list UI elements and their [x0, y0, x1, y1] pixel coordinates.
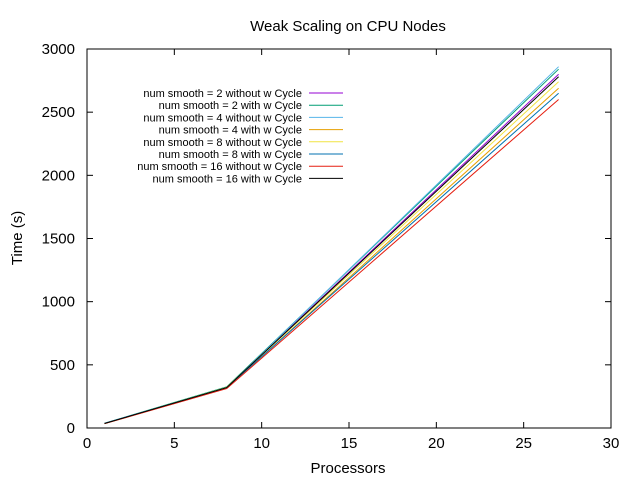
legend-label: num smooth = 8 with w Cycle [159, 149, 302, 161]
axis-ticks: 0 5 10 15 20 25 30 0 500 1000 1500 2000 2500 3000 [42, 41, 620, 452]
legend-label: num smooth = 16 without w Cycle [137, 161, 302, 173]
y-tick-label: 1500 [42, 231, 75, 248]
legend-label: num smooth = 2 with w Cycle [159, 100, 302, 112]
legend-label: num smooth = 4 without w Cycle [143, 112, 302, 124]
legend-label: num smooth = 2 without w Cycle [143, 88, 302, 100]
x-tick-label: 0 [83, 435, 91, 452]
x-tick-label: 20 [428, 435, 445, 452]
y-tick-label: 500 [50, 357, 75, 374]
chart-title: Weak Scaling on CPU Nodes [250, 18, 446, 35]
y-tick-label: 3000 [42, 41, 75, 58]
series-lines [104, 66, 559, 425]
x-tick-label: 10 [253, 435, 270, 452]
legend-label: num smooth = 4 with w Cycle [159, 125, 302, 137]
y-tick-label: 1000 [42, 294, 75, 311]
legend-label: num smooth = 16 with w Cycle [153, 173, 302, 185]
legend-label: num smooth = 8 without w Cycle [143, 137, 302, 149]
y-tick-label: 0 [67, 420, 75, 437]
x-tick-label: 30 [603, 435, 620, 452]
y-tick-label: 2500 [42, 104, 75, 121]
series-line-8 [104, 76, 559, 424]
x-tick-label: 5 [170, 435, 178, 452]
y-tick-label: 2000 [42, 167, 75, 184]
y-axis-label: Time (s) [9, 211, 26, 265]
x-axis-label: Processors [310, 460, 385, 477]
x-tick-label: 15 [341, 435, 358, 452]
x-tick-label: 25 [515, 435, 532, 452]
